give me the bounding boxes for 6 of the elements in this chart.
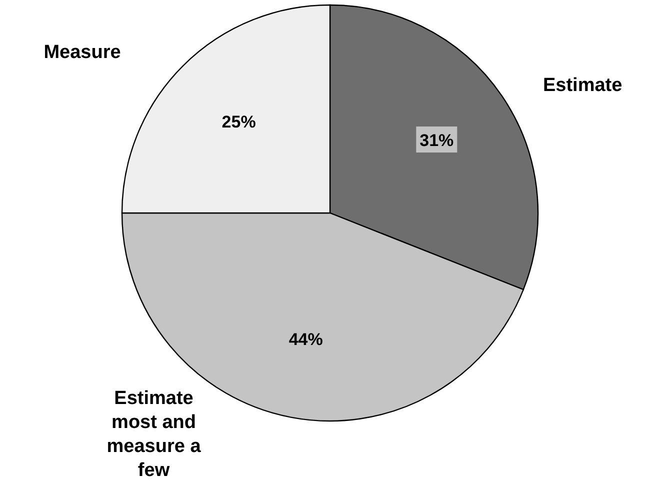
slice-label: Estimate most and measure a few [106, 388, 202, 481]
data-label: 31% [420, 131, 454, 150]
slice-label: Estimate [542, 74, 622, 96]
slice-label: Measure [44, 42, 121, 63]
data-label: 44% [288, 330, 323, 350]
data-label: 25% [222, 112, 256, 132]
